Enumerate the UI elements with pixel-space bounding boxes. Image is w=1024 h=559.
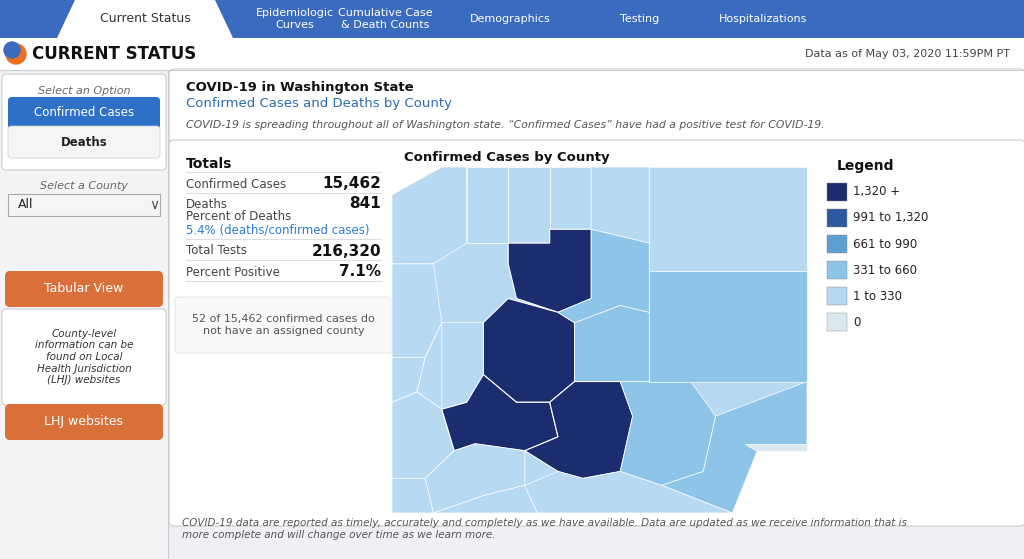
Polygon shape <box>524 471 732 513</box>
Polygon shape <box>441 323 483 409</box>
Polygon shape <box>392 392 455 479</box>
Text: Confirmed Cases: Confirmed Cases <box>186 178 286 191</box>
Polygon shape <box>392 479 433 513</box>
Bar <box>0 70 168 559</box>
Text: 0: 0 <box>853 315 860 329</box>
Text: 661 to 990: 661 to 990 <box>853 238 918 250</box>
FancyBboxPatch shape <box>5 271 163 307</box>
Text: COVID-19 is spreading throughout all of Washington state. “Confirmed Cases” have: COVID-19 is spreading throughout all of … <box>186 120 824 130</box>
Text: Totals: Totals <box>186 157 232 171</box>
Text: 15,462: 15,462 <box>323 177 381 192</box>
Text: LHJ websites: LHJ websites <box>44 415 124 429</box>
Circle shape <box>4 42 20 58</box>
Text: Legend: Legend <box>837 159 895 173</box>
Polygon shape <box>649 271 807 382</box>
Polygon shape <box>441 375 558 451</box>
Text: 7.1%: 7.1% <box>339 264 381 280</box>
Text: 331 to 660: 331 to 660 <box>853 263 918 277</box>
Polygon shape <box>558 229 649 323</box>
Text: Hospitalizations: Hospitalizations <box>719 14 807 24</box>
Bar <box>8 194 160 216</box>
Text: All: All <box>18 198 34 211</box>
Bar <box>827 209 847 227</box>
Text: Cumulative Case
& Death Counts: Cumulative Case & Death Counts <box>338 8 432 30</box>
Text: Demographics: Demographics <box>470 14 550 24</box>
Text: Deaths: Deaths <box>60 135 108 149</box>
Text: CURRENT STATUS: CURRENT STATUS <box>32 45 197 63</box>
Polygon shape <box>392 167 807 513</box>
Bar <box>827 183 847 201</box>
Bar <box>0 0 1024 38</box>
Polygon shape <box>508 229 591 312</box>
Text: 841: 841 <box>349 197 381 211</box>
Polygon shape <box>574 305 649 382</box>
Text: County-level
information can be
found on Local
Health Jurisdiction
(LHJ) website: County-level information can be found on… <box>35 329 133 385</box>
Text: ∨: ∨ <box>148 198 159 212</box>
Text: Total Tests: Total Tests <box>186 244 247 258</box>
Bar <box>0 38 1024 70</box>
FancyBboxPatch shape <box>175 297 392 353</box>
Text: COVID-19 in Washington State: COVID-19 in Washington State <box>186 82 414 94</box>
Polygon shape <box>744 444 807 451</box>
Text: 52 of 15,462 confirmed cases do
not have an assigned county: 52 of 15,462 confirmed cases do not have… <box>193 314 375 336</box>
Text: Percent Positive: Percent Positive <box>186 266 280 278</box>
Text: COVID-19 data are reported as timely, accurately and completely as we have avail: COVID-19 data are reported as timely, ac… <box>182 518 907 540</box>
Text: Epidemiologic
Curves: Epidemiologic Curves <box>256 8 334 30</box>
Polygon shape <box>662 382 807 513</box>
FancyBboxPatch shape <box>2 309 166 405</box>
Polygon shape <box>508 167 550 243</box>
Text: Select a County: Select a County <box>40 181 128 191</box>
Polygon shape <box>621 382 716 485</box>
Polygon shape <box>467 167 508 243</box>
Polygon shape <box>550 167 591 229</box>
Text: Percent of Deaths: Percent of Deaths <box>186 211 291 224</box>
FancyBboxPatch shape <box>8 97 160 129</box>
FancyBboxPatch shape <box>5 404 163 440</box>
Text: 1 to 330: 1 to 330 <box>853 290 902 302</box>
Text: Select an Option: Select an Option <box>38 86 130 96</box>
Text: 1,320 +: 1,320 + <box>853 186 900 198</box>
Text: 216,320: 216,320 <box>311 244 381 258</box>
FancyBboxPatch shape <box>169 69 1024 144</box>
Polygon shape <box>392 264 441 357</box>
Text: Confirmed Cases by County: Confirmed Cases by County <box>404 151 609 164</box>
Text: Testing: Testing <box>621 14 659 24</box>
FancyBboxPatch shape <box>169 140 1024 526</box>
Polygon shape <box>392 357 425 402</box>
Text: Deaths: Deaths <box>186 197 228 211</box>
Polygon shape <box>591 167 649 243</box>
Bar <box>827 287 847 305</box>
FancyBboxPatch shape <box>2 74 166 170</box>
Text: Current Status: Current Status <box>99 12 190 26</box>
Polygon shape <box>649 167 807 271</box>
Text: Confirmed Cases: Confirmed Cases <box>34 107 134 120</box>
Polygon shape <box>417 323 467 409</box>
Polygon shape <box>392 167 467 264</box>
Polygon shape <box>425 444 524 513</box>
Text: 991 to 1,320: 991 to 1,320 <box>853 211 929 225</box>
Circle shape <box>6 44 26 64</box>
Text: Confirmed Cases and Deaths by County: Confirmed Cases and Deaths by County <box>186 97 452 110</box>
FancyBboxPatch shape <box>8 126 160 158</box>
Text: Data as of May 03, 2020 11:59PM PT: Data as of May 03, 2020 11:59PM PT <box>805 49 1010 59</box>
Bar <box>827 235 847 253</box>
Bar <box>827 313 847 331</box>
Text: 5.4% (deaths/confirmed cases): 5.4% (deaths/confirmed cases) <box>186 224 370 236</box>
Bar <box>827 261 847 279</box>
Polygon shape <box>483 299 574 402</box>
Polygon shape <box>57 0 233 38</box>
Text: Tabular View: Tabular View <box>44 282 124 296</box>
Polygon shape <box>433 485 538 513</box>
Polygon shape <box>524 382 633 479</box>
